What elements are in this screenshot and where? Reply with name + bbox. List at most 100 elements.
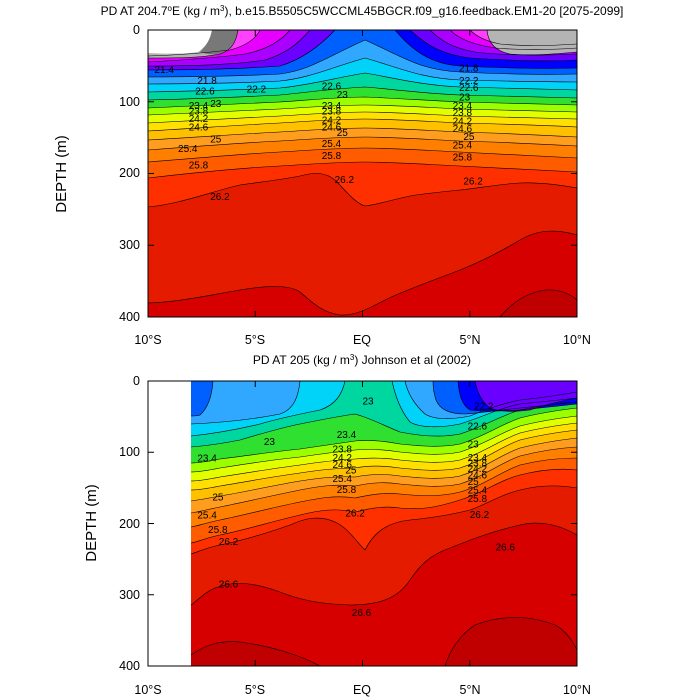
contour-label: 22.2 [247,84,267,95]
contour-label: 25.8 [189,160,209,171]
contour-label: 25.8 [337,485,357,496]
contour-label: 25.4 [197,511,217,522]
contour-label: 24.6 [453,124,473,135]
contour-label: 25 [212,493,224,504]
contour-label: 23 [459,92,471,103]
contour-label: 22.2 [459,76,479,87]
x-tick-label: 5°S [245,683,265,697]
y-tick-label: 100 [119,95,140,109]
contour-line [486,30,577,56]
panel2-contour-fill [191,381,577,666]
contour-line [444,617,577,666]
contour-line [191,381,214,417]
contour-line [148,30,261,57]
contour-label: 24.2 [189,114,209,125]
contour-label: 24.2 [468,464,488,475]
contour-label: 26.6 [219,580,239,591]
contour-line [148,30,291,63]
contour-line [409,30,577,62]
contour-label: 26.2 [463,176,483,187]
contour-line [191,429,577,491]
gray-patch-right-fill [487,30,577,55]
deep-dark-patch-fill [500,289,577,317]
contour-line [474,381,577,412]
contour-label: 23.4 [197,454,217,465]
contour-label: 23 [363,397,375,408]
contour-label: 22.6 [322,82,342,93]
panel2-ylabel: DEPTH (m) [83,484,100,562]
contour-line [148,57,577,85]
x-tick-label: 10°S [134,683,161,697]
contour-label: 23.8 [332,444,352,455]
x-tick-label: 10°N [563,333,591,347]
contour-line [191,446,577,514]
x-tick-label: 10°S [134,333,161,347]
contour-line [148,136,577,151]
contour-label: 21.8 [459,64,479,75]
contour-line [148,173,577,208]
contour-line [148,161,577,179]
contour-label: 24.6 [322,122,342,133]
contour-label: 23.8 [453,108,473,119]
contour-label: 23 [264,437,276,448]
panel-observations: PD AT 205 (kg / m3) Johnson et al (2002) [83,353,591,697]
contour-line [148,96,577,109]
contour-label: 25.4 [332,474,352,485]
contour-line [191,437,577,502]
deep-dark-patch-left-fill [191,641,320,666]
contour-label: 22.6 [459,83,479,94]
contour-label: 26.6 [352,608,372,619]
panel2-title: PD AT 205 (kg / m3) Johnson et al (2002) [253,353,471,367]
contour-label: 25 [468,477,480,488]
contour-label: 23.8 [189,107,209,118]
contour-label: 25 [463,132,475,143]
contour-label: 23.4 [189,101,209,112]
contour-line [148,127,577,141]
y-tick-label: 200 [119,517,140,531]
contour-label: 26.2 [345,508,365,519]
y-tick-label: 300 [119,238,140,252]
contour-label: 24.6 [332,460,352,471]
contour-line [148,147,577,163]
contour-label: 26.2 [210,192,230,203]
y-tick-label: 0 [133,23,140,37]
contour-line [148,39,577,78]
contour-line [191,422,577,482]
panel2-contour-labels: 22.222.623232323.423.423.423.823.824.224… [197,397,515,620]
contour-line [404,381,577,420]
contour-label: 24.2 [453,117,473,128]
contour-label: 24.6 [468,471,488,482]
contour-label: 25.4 [322,139,342,150]
contour-label: 21.8 [197,76,217,87]
contour-label: 25.8 [322,151,342,162]
y-tick-label: 300 [119,588,140,602]
contour-line [148,30,311,67]
contour-line [148,86,577,101]
contour-line [191,457,577,528]
contour-label: 23.4 [337,430,357,441]
panel1-x-axis [254,30,471,317]
contour-label: 25 [210,135,222,146]
panel2-y-axis [148,380,577,667]
band-purple-right-fill [475,381,577,412]
contour-line [191,381,301,425]
contour-label: 25.8 [468,494,488,505]
panel1-contour-lines [148,30,577,317]
y-tick-label: 200 [119,166,140,180]
contour-label: 23 [337,90,349,101]
contour-label: 23.8 [468,459,488,470]
contour-line [469,30,577,46]
contour-label: 23 [468,439,480,450]
contour-line [429,30,577,56]
contour-line [148,30,239,59]
panel1-y-axis [148,29,577,318]
contour-line [394,30,577,69]
deep-dark-patch-right-fill [445,617,577,666]
contour-line [391,381,577,428]
band-21-8-fill [191,381,300,424]
contour-label: 25.4 [468,486,488,497]
contour-label: 25.8 [453,153,473,164]
contour-line [191,407,577,464]
contour-label: 25 [337,128,349,139]
